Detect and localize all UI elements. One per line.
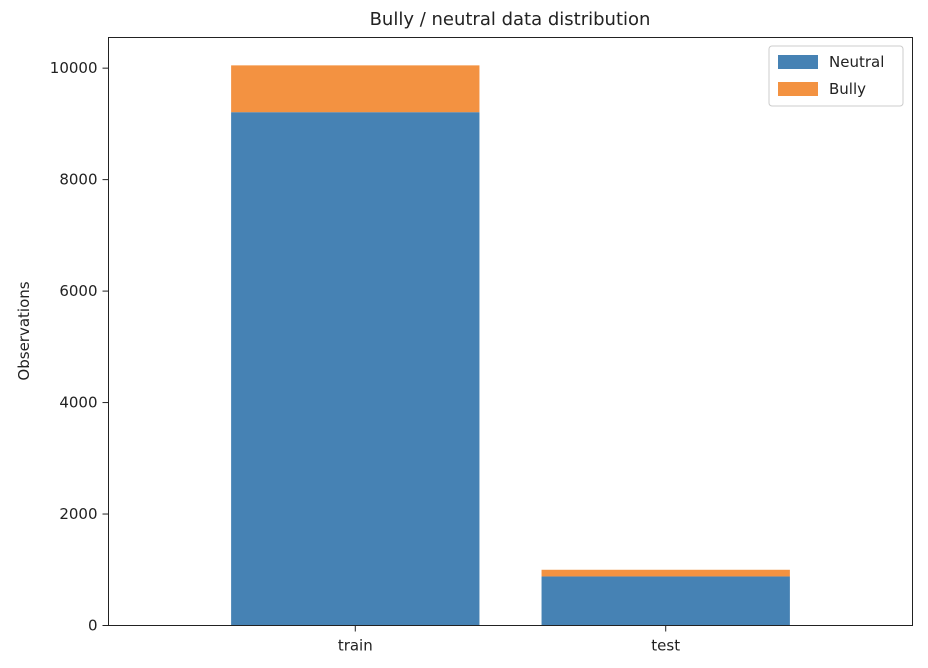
bar-neutral-test bbox=[541, 576, 790, 626]
chart-title: Bully / neutral data distribution bbox=[370, 9, 651, 30]
legend-swatch-bully bbox=[778, 82, 818, 96]
x-tick-label-test: test bbox=[651, 637, 680, 655]
bars-layer bbox=[231, 65, 790, 626]
x-tick-label-train: train bbox=[338, 637, 373, 655]
legend-swatch-neutral bbox=[778, 55, 818, 69]
y-tick-label-8000: 8000 bbox=[59, 171, 97, 189]
legend-label-bully: Bully bbox=[829, 80, 866, 98]
legend-label-neutral: Neutral bbox=[829, 53, 884, 71]
plot-frame bbox=[108, 37, 913, 626]
y-axis: 0 2000 4000 6000 8000 10000 bbox=[50, 59, 109, 635]
bar-neutral-train bbox=[231, 112, 480, 626]
y-tick-label-6000: 6000 bbox=[59, 282, 97, 300]
legend: Neutral Bully bbox=[768, 45, 904, 107]
bar-bully-test bbox=[541, 569, 790, 577]
y-tick-label-0: 0 bbox=[88, 617, 98, 635]
y-axis-label: Observations bbox=[15, 281, 33, 380]
y-tick-label-4000: 4000 bbox=[59, 394, 97, 412]
y-tick-label-10000: 10000 bbox=[50, 59, 98, 77]
y-tick-label-2000: 2000 bbox=[59, 505, 97, 523]
bar-bully-train bbox=[231, 65, 480, 113]
x-axis: train test bbox=[338, 625, 680, 655]
